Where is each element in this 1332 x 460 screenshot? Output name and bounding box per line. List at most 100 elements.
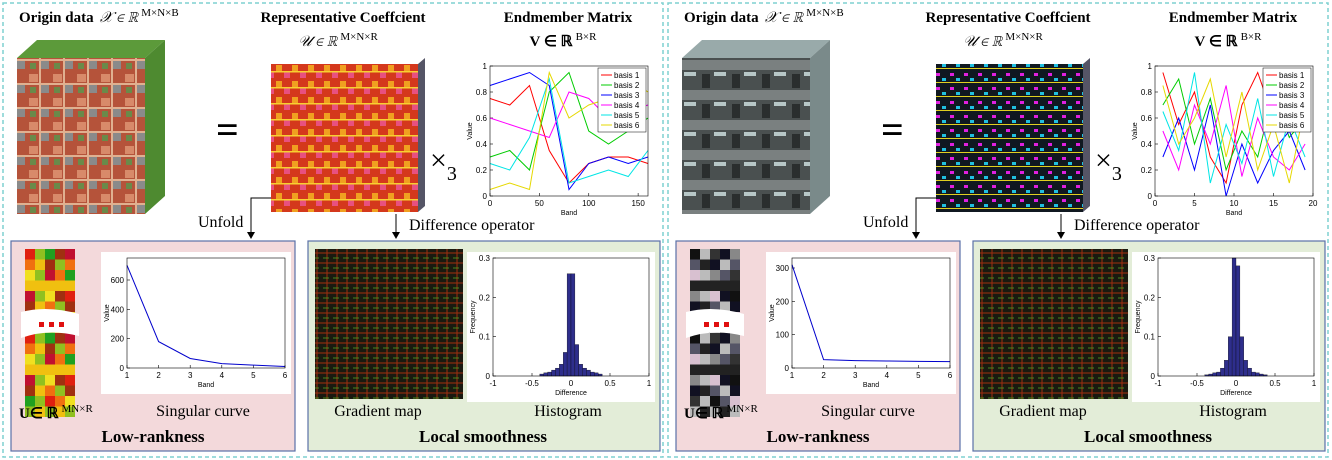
x-tick-label: 0.5 [1269,379,1281,388]
matrix-cell [730,270,740,281]
matrix-cell [720,260,730,271]
box-title: Local smoothness [419,427,547,446]
origin-symbol: 𝒳 ∈ ℝ [100,10,140,26]
coef-image [271,64,418,212]
gradient-map [315,249,463,399]
matrix-cell [730,354,740,365]
matrix-cell [720,344,730,355]
matrix-cell [700,291,710,302]
matrix-cell [700,354,710,365]
x-tick-label: 1 [1312,379,1317,388]
matrix-cell [710,281,720,292]
bar [571,274,575,376]
matrix-cell [720,249,730,260]
origin-image [17,58,145,214]
x-tick-label: 5 [1192,199,1197,208]
x-tick-label: 50 [535,199,544,208]
equals: = [216,107,239,152]
coef-dims: M×N×R [1005,31,1043,43]
curve-caption: Singular curve [156,403,250,420]
x-tick-label: 1 [647,379,652,388]
x-axis-label: Band [561,210,577,217]
matrix-cell [35,291,45,302]
matrix-cell [35,260,45,271]
bar [559,364,563,376]
matrix-cell [700,375,710,386]
y-tick-label: 200 [111,335,125,344]
y-tick-label: 0.1 [1144,333,1156,342]
origin-image [682,58,810,214]
bar [563,352,567,376]
matrix-cell [65,249,75,260]
origin-dims: M×N×B [141,7,178,19]
label: Representative Coeffcient [260,10,425,26]
y-tick-label: 1 [483,62,488,71]
x-axis-label: Difference [1220,390,1252,397]
matrix-cell [710,260,720,271]
x-tick-label: 2 [821,371,826,380]
bar [1220,368,1224,376]
gradient-map [980,249,1128,399]
matrix-cell [55,281,65,292]
matrix-cell [690,249,700,260]
bar [1256,373,1260,376]
matrix-cell [55,260,65,271]
unfold-label: Unfold [863,214,908,231]
difference-label: Difference operator [409,217,535,234]
matrix-cell [65,260,75,271]
matrix-cell [730,344,740,355]
x-tick-label: 1 [790,371,795,380]
cube-side [810,40,830,214]
matrix-cell [25,396,35,407]
matrix-cell [690,281,700,292]
arrow [916,198,936,238]
coef-label: Representative Coeffcient [925,10,1090,26]
ellipsis-dot [724,322,729,327]
y-tick-label: 0.6 [476,114,488,123]
matrix-cell [710,396,720,407]
x-tick-label: -0.5 [525,379,539,388]
label: ×3 [1095,144,1122,185]
coef-symbol: 𝒰 ∈ ℝ [298,34,339,50]
matrix-cell [720,386,730,397]
y-tick-label: 600 [111,276,125,285]
x-tick-label: 6 [283,371,288,380]
y-tick-label: 0.2 [1141,166,1153,175]
matrix-cell [35,344,45,355]
chart: 00.10.20.3-1-0.500.51DifferenceFrequency [467,252,655,402]
matrix-cell [65,375,75,386]
label: Representative Coeffcient [925,10,1090,26]
matrix-cell [45,365,55,376]
equals: = [881,107,904,152]
x-tick-label: 5 [916,371,921,380]
matrix-cell [710,249,720,260]
bar [544,373,548,376]
box-title: Low-rankness [102,427,205,446]
y-tick-label: 100 [776,331,790,340]
matrix-cell [700,344,710,355]
matrix-cell [55,333,65,344]
y-axis-label: Frequency [1135,300,1142,334]
x-axis-label: Band [1226,210,1242,217]
matrix-cell [45,270,55,281]
legend-label: basis 4 [614,101,640,110]
chart: 00.20.40.60.8105101520BandValuebasis 1ba… [1129,60,1319,222]
ellipsis-dot [714,322,719,327]
coef-side [1083,58,1090,212]
legend-label: basis 6 [1279,121,1305,130]
x-tick-label: 0.5 [604,379,616,388]
matrix-cell [710,291,720,302]
x-tick-label: 20 [1309,199,1318,208]
x-tick-label: 4 [220,371,225,380]
y-tick-label: 300 [776,264,790,273]
matrix-cell [55,291,65,302]
matrix-cell [45,375,55,386]
coef-label: Representative Coeffcient [260,10,425,26]
label: 𝒰 ∈ ℝM×N×R [963,31,1043,50]
bar [1213,373,1217,376]
endmember-symbol: V ∈ ℝ [1195,34,1239,50]
bar [1217,372,1221,376]
mode: 3 [447,163,457,185]
x-tick-label: 6 [948,371,953,380]
